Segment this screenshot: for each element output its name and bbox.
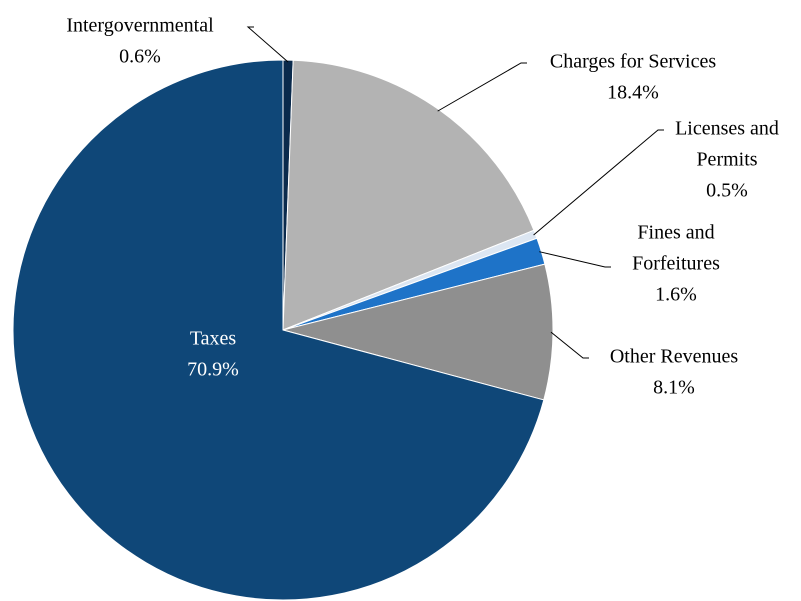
slice-name-label-taxes: Taxes	[190, 328, 237, 350]
slice-value-label-intergovernmental: 0.6%	[119, 46, 161, 68]
slice-name-label-licenses-and-permits: Licenses and	[675, 118, 779, 140]
leader-line-licenses-and-permits	[533, 129, 664, 236]
pie-slice-charges-for-services	[282, 59, 535, 331]
slice-value-label-licenses-and-permits: 0.5%	[706, 180, 748, 202]
slice-value-label-taxes: 70.9%	[187, 359, 239, 381]
leader-lines	[246, 26, 664, 359]
slice-value-label-other-revenues: 8.1%	[653, 377, 695, 399]
leader-line-fines-and-forfeitures	[539, 251, 611, 268]
slice-value-label-charges-for-services: 18.4%	[607, 82, 659, 104]
slice-name-label-fines-and-forfeitures: Fines and	[637, 222, 714, 244]
leader-line-other-revenues	[550, 331, 589, 359]
leader-line-charges-for-services	[437, 62, 527, 112]
slice-name-label-licenses-and-permits: Permits	[696, 149, 757, 171]
slice-name-label-fines-and-forfeitures: Forfeitures	[632, 253, 720, 275]
pie-slices	[12, 59, 554, 601]
leader-line-intergovernmental	[246, 26, 289, 63]
slice-name-label-charges-for-services: Charges for Services	[550, 51, 716, 73]
slice-labels: Intergovernmental 0.6% Charges for Service…	[66, 15, 779, 399]
slice-name-label-other-revenues: Other Revenues	[610, 346, 739, 368]
slice-value-label-fines-and-forfeitures: 1.6%	[655, 284, 697, 306]
pie-slice-other-revenues	[281, 263, 554, 401]
slice-name-label-intergovernmental: Intergovernmental	[66, 15, 214, 37]
pie-slice-taxes	[12, 59, 545, 601]
